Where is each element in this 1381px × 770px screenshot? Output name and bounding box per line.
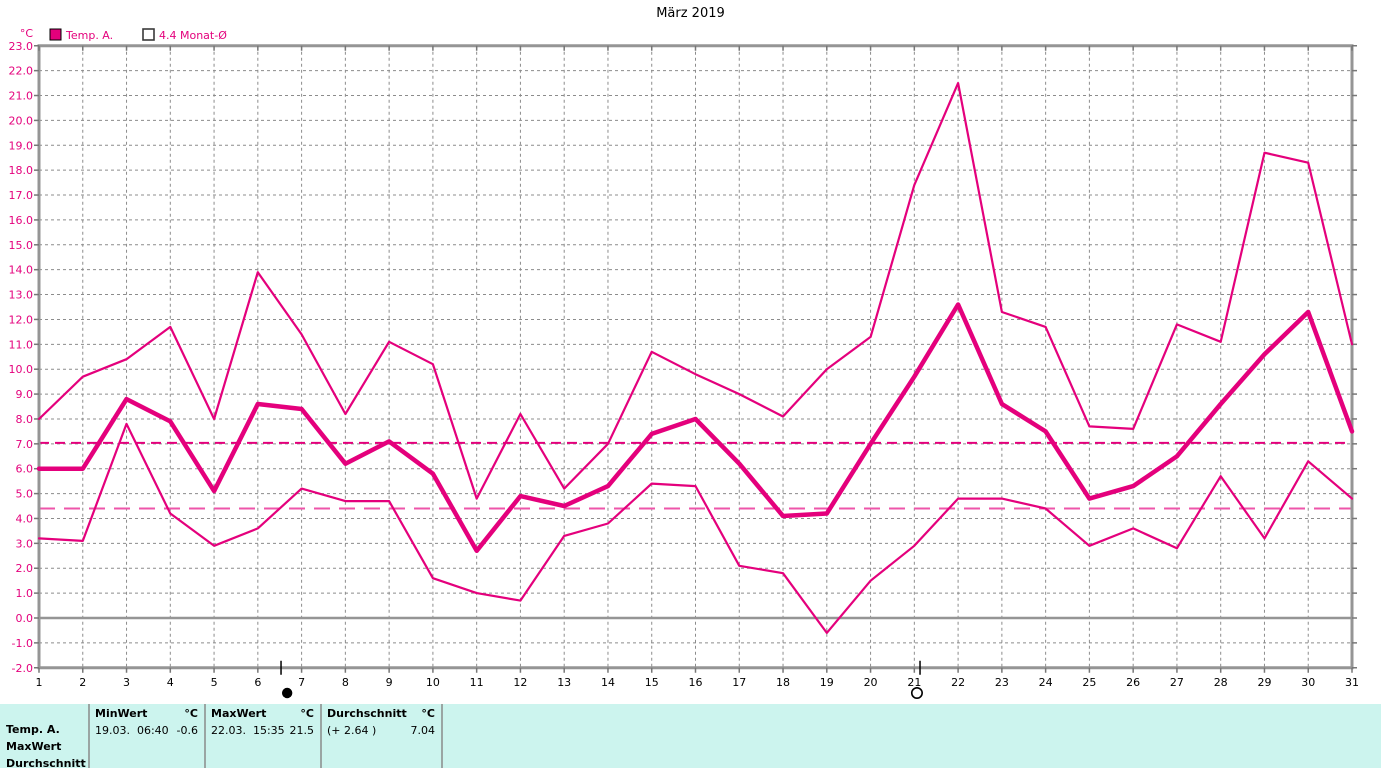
x-tick-label: 24	[1039, 676, 1053, 689]
x-tick-label: 8	[342, 676, 349, 689]
y-tick-label: 11.0	[9, 338, 34, 351]
y-tick-label: -2.0	[12, 662, 33, 675]
y-tick-label: 10.0	[9, 363, 34, 376]
y-tick-label: 6.0	[16, 463, 34, 476]
y-tick-label: 14.0	[9, 264, 34, 277]
x-tick-label: 29	[1257, 676, 1271, 689]
x-tick-label: 20	[864, 676, 878, 689]
x-tick-label: 4	[167, 676, 174, 689]
y-tick-label: 15.0	[9, 239, 34, 252]
x-tick-label: 1	[36, 676, 43, 689]
col-minwert-detail: 19.03. 06:40	[95, 724, 169, 737]
x-tick-label: 10	[426, 676, 440, 689]
x-tick-label: 18	[776, 676, 790, 689]
x-tick-label: 17	[732, 676, 746, 689]
chart-canvas: 23.022.021.020.019.018.017.016.015.014.0…	[9, 27, 1359, 699]
table-divider	[441, 704, 443, 768]
x-tick-label: 2	[79, 676, 86, 689]
max-temp-line	[37, 81, 1354, 500]
y-tick-label: 4.0	[16, 512, 34, 525]
y-tick-label: 0.0	[16, 612, 34, 625]
x-tick-label: 3	[123, 676, 130, 689]
table-divider	[320, 704, 322, 768]
col-durchschnitt-header: Durchschnitt	[327, 707, 407, 720]
col-minwert-unit: °C	[184, 707, 198, 720]
x-tick-label: 16	[689, 676, 703, 689]
x-tick-label: 28	[1214, 676, 1228, 689]
x-tick-label: 13	[557, 676, 571, 689]
y-tick-label: 2.0	[16, 562, 34, 575]
col-maxwert-detail: 22.03. 15:35	[211, 724, 285, 737]
x-tick-label: 22	[951, 676, 965, 689]
x-tick-label: 6	[254, 676, 261, 689]
x-tick-label: 25	[1082, 676, 1096, 689]
legend-monthavg-label: 4.4 Monat-Ø	[159, 29, 227, 42]
y-tick-label: 16.0	[9, 214, 34, 227]
col-maxwert-header: MaxWert	[211, 707, 267, 720]
col-maxwert-unit: °C	[300, 707, 314, 720]
x-tick-label: 7	[298, 676, 305, 689]
x-tick-label: 11	[470, 676, 484, 689]
col-durchschnitt-unit: °C	[421, 707, 435, 720]
x-tick-label: 15	[645, 676, 659, 689]
y-tick-label: 13.0	[9, 289, 34, 302]
chart-title: März 2019	[656, 6, 725, 21]
table-divider	[204, 704, 206, 768]
legend-temp-label: Temp. A.	[65, 29, 113, 42]
table-divider	[88, 704, 90, 768]
y-tick-label: 18.0	[9, 164, 34, 177]
new-moon-icon	[281, 687, 293, 699]
y-tick-label: 20.0	[9, 114, 34, 127]
x-tick-label: 19	[820, 676, 834, 689]
y-tick-label: 7.0	[16, 438, 34, 451]
y-tick-label: 5.0	[16, 488, 34, 501]
min-temp-line	[37, 422, 1354, 635]
y-tick-label: 12.0	[9, 313, 34, 326]
table-row-label-maxwert: MaxWert	[6, 740, 62, 753]
statistics-table: Temp. A. MaxWert Durchschnitt MinWert °C…	[0, 704, 1381, 770]
y-tick-label: 22.0	[9, 65, 34, 78]
y-tick-label: 19.0	[9, 139, 34, 152]
full-moon-icon	[910, 686, 923, 699]
x-tick-label: 31	[1345, 676, 1359, 689]
temperature-chart: 23.0 22.0 21.0 20.0 19.0 18.0 17.0 16.0 15.0 14.0…	[9, 27, 1359, 699]
x-tick-label: 5	[211, 676, 218, 689]
y-tick-label: 9.0	[16, 388, 34, 401]
x-tick-label: 26	[1126, 676, 1140, 689]
x-tick-label: 12	[513, 676, 527, 689]
x-tick-label: 9	[386, 676, 393, 689]
y-tick-label: 21.0	[9, 90, 34, 103]
legend-temp-swatch	[49, 28, 62, 41]
avg-temp-line	[36, 302, 1355, 554]
col-minwert-value: -0.6	[176, 724, 198, 737]
x-tick-label: 14	[601, 676, 615, 689]
y-axis-unit-label: °C	[20, 27, 34, 40]
col-durchschnitt-value: 7.04	[410, 724, 436, 737]
col-maxwert-value: 21.5	[289, 724, 315, 737]
legend-monthavg-swatch	[142, 28, 155, 41]
x-tick-label: 23	[995, 676, 1009, 689]
y-tick-label: 3.0	[16, 537, 34, 550]
x-tick-label: 30	[1301, 676, 1315, 689]
col-durchschnitt-detail: (+ 2.64 )	[327, 724, 377, 737]
y-tick-label: 1.0	[16, 587, 34, 600]
x-tick-label: 21	[907, 676, 921, 689]
table-row-label-series: Temp. A.	[6, 723, 60, 736]
table-row-label-durchschnitt: Durchschnitt	[6, 757, 86, 770]
y-tick-label: 23.0	[9, 40, 34, 53]
col-minwert-header: MinWert	[95, 707, 148, 720]
x-tick-label: 27	[1170, 676, 1184, 689]
y-tick-label: 17.0	[9, 189, 34, 202]
y-tick-label: -1.0	[12, 637, 33, 650]
y-tick-label: 8.0	[16, 413, 34, 426]
